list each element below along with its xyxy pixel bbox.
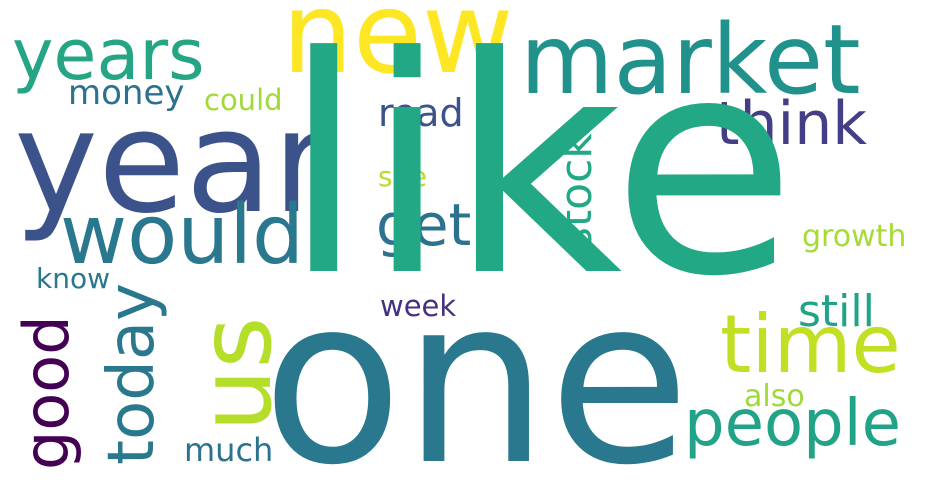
word-good: good	[10, 315, 83, 470]
word-would: would	[60, 188, 305, 283]
word-week: week	[380, 289, 457, 323]
word-year: year	[14, 80, 331, 245]
word-get: get	[376, 191, 472, 259]
word-time: time	[720, 298, 901, 391]
word-today: today	[95, 283, 169, 465]
word-like: like	[282, 0, 797, 342]
word-much: much	[184, 431, 274, 469]
word-growth: growth	[802, 219, 907, 254]
word-years: years	[12, 14, 205, 96]
word-see: see	[378, 160, 428, 193]
word-new: new	[282, 0, 514, 99]
word-think: think	[716, 89, 867, 159]
word-still: still	[798, 286, 875, 337]
word-money: money	[68, 73, 185, 113]
word-also: also	[744, 379, 805, 414]
word-could: could	[204, 83, 283, 117]
word-one: one	[262, 249, 690, 482]
word-know: know	[36, 262, 110, 295]
word-people: people	[684, 387, 901, 461]
word-market: market	[520, 4, 861, 116]
word-read: read	[378, 91, 464, 135]
